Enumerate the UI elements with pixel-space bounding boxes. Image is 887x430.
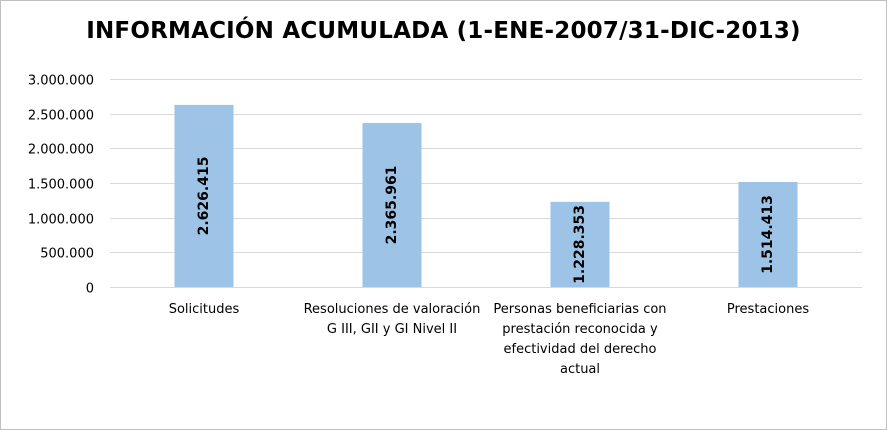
bar <box>362 122 422 287</box>
y-tick-label: 2.500.000 <box>28 109 94 124</box>
data-label: 2.365.961 <box>384 166 400 245</box>
x-tick-label: Resoluciones de valoración G III, GII y … <box>303 302 481 337</box>
y-tick-label: 2.000.000 <box>28 143 94 158</box>
x-tick-label: Personas beneficiarias con prestación re… <box>493 302 667 377</box>
chart-title: INFORMACIÓN ACUMULADA (1-ENE-2007/31-DIC… <box>86 18 801 44</box>
bar <box>550 201 610 287</box>
bar <box>174 104 234 288</box>
bar <box>738 182 798 287</box>
data-label: 1.514.413 <box>760 195 776 274</box>
x-tick-label: Solicitudes <box>168 302 240 317</box>
y-tick-label: 1.500.000 <box>28 178 94 193</box>
x-tick-label: Prestaciones <box>726 302 810 317</box>
y-tick-label: 1.000.000 <box>28 213 94 228</box>
y-tick-label: 500.000 <box>40 247 94 262</box>
y-tick-label: 3.000.000 <box>28 74 94 89</box>
y-tick-label: 0 <box>86 282 94 297</box>
data-label: 2.626.415 <box>196 157 212 236</box>
data-label: 1.228.353 <box>572 205 588 284</box>
